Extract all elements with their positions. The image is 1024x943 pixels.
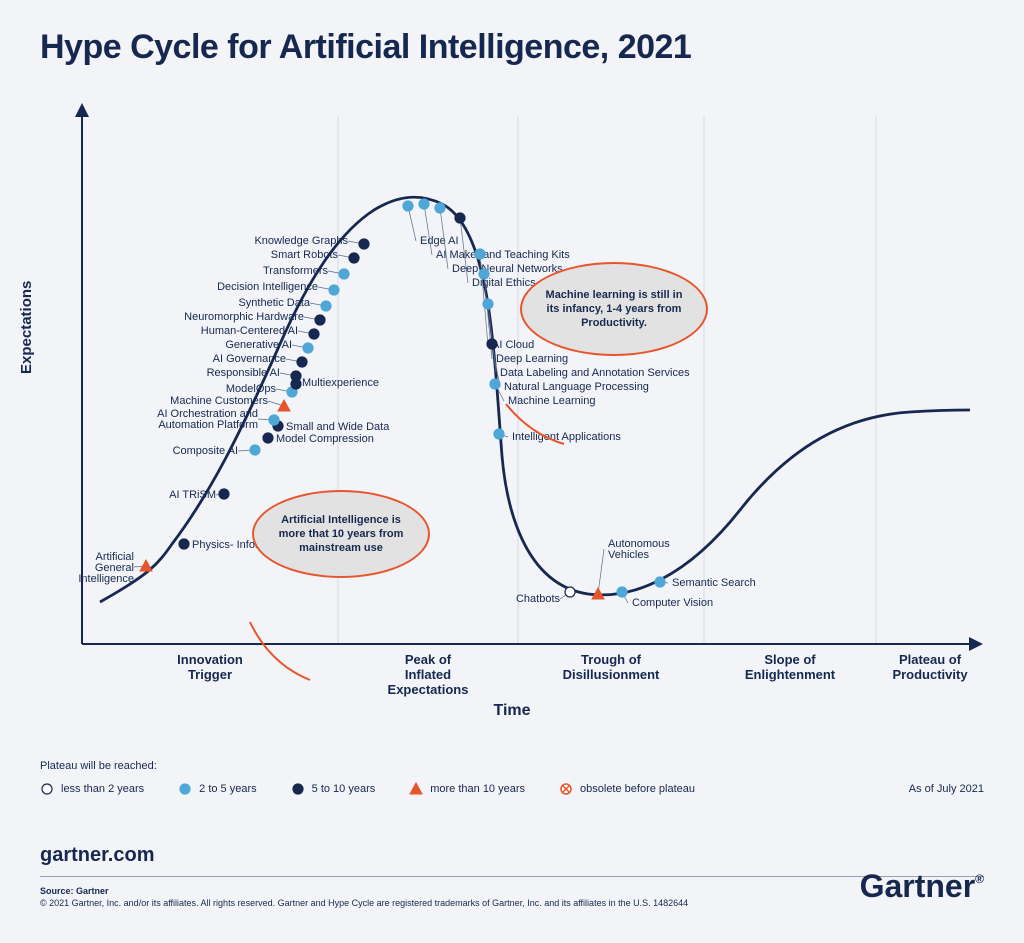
svg-text:Peak of: Peak of: [405, 652, 452, 667]
svg-text:Deep Learning: Deep Learning: [496, 353, 568, 365]
legend-item-less2: less than 2 years: [40, 782, 144, 796]
brand-text: Gartner: [860, 868, 976, 904]
callout-text: Machine learning is still in its infancy…: [544, 288, 684, 331]
source-line: Source: Gartner: [40, 886, 109, 896]
svg-text:Computer Vision: Computer Vision: [632, 597, 713, 609]
svg-text:Generative AI: Generative AI: [225, 339, 292, 351]
page: Hype Cycle for Artificial Intelligence, …: [0, 0, 1024, 943]
svg-text:Natural Language Processing: Natural Language Processing: [504, 381, 649, 393]
legend-label: 5 to 10 years: [312, 783, 376, 795]
svg-text:Disillusionment: Disillusionment: [563, 667, 660, 682]
callout-text: Artificial Intelligence is more that 10 …: [276, 513, 406, 556]
svg-text:Smart Robots: Smart Robots: [271, 249, 339, 261]
legend: Plateau will be reached: less than 2 yea…: [40, 760, 984, 796]
svg-text:Plateau of: Plateau of: [899, 652, 962, 667]
callout-ml-infancy: Machine learning is still in its infancy…: [520, 262, 708, 356]
copyright-line: © 2021 Gartner, Inc. and/or its affiliat…: [40, 898, 688, 908]
legend-item-y2_5: 2 to 5 years: [178, 782, 256, 796]
svg-text:Neuromorphic Hardware: Neuromorphic Hardware: [184, 311, 304, 323]
svg-text:Model Compression: Model Compression: [276, 433, 374, 445]
legend-title: Plateau will be reached:: [40, 760, 984, 772]
svg-text:Deep Neural Networks: Deep Neural Networks: [452, 263, 563, 275]
svg-text:Trough of: Trough of: [581, 652, 642, 667]
svg-text:Intelligent Applications: Intelligent Applications: [512, 431, 621, 443]
registered-mark: ®: [975, 872, 984, 886]
gartner-domain: gartner.com: [40, 844, 154, 867]
svg-text:Human-Centered AI: Human-Centered AI: [201, 325, 298, 337]
svg-text:Multiexperience: Multiexperience: [302, 377, 379, 389]
svg-text:Decision Intelligence: Decision Intelligence: [217, 281, 318, 293]
svg-text:Edge AI: Edge AI: [420, 235, 459, 247]
x-axis-label: Time: [493, 702, 530, 720]
svg-text:Synthetic Data: Synthetic Data: [238, 297, 310, 309]
chart-title: Hype Cycle for Artificial Intelligence, …: [40, 28, 691, 67]
svg-text:Expectations: Expectations: [388, 682, 469, 697]
footer-divider: [40, 876, 984, 877]
svg-text:Innovation: Innovation: [177, 652, 243, 667]
svg-text:Enlightenment: Enlightenment: [745, 667, 836, 682]
svg-text:Composite AI: Composite AI: [173, 445, 238, 457]
svg-text:AI Cloud: AI Cloud: [492, 339, 534, 351]
legend-item-y10p: more than 10 years: [409, 782, 525, 796]
callout-ai-10yr: Artificial Intelligence is more that 10 …: [252, 490, 430, 578]
svg-text:Chatbots: Chatbots: [516, 593, 561, 605]
svg-text:Inflated: Inflated: [405, 667, 451, 682]
legend-label: 2 to 5 years: [199, 783, 256, 795]
y-axis-label: Expectations: [18, 281, 35, 374]
svg-text:Machine Learning: Machine Learning: [508, 395, 595, 407]
gartner-brand: Gartner®: [860, 868, 984, 905]
hype-cycle-chart: Expectations InnovationTrigger Peak ofInf…: [40, 104, 984, 714]
svg-text:Transformers: Transformers: [263, 265, 328, 277]
legend-item-y5_10: 5 to 10 years: [291, 782, 376, 796]
legend-label: less than 2 years: [61, 783, 144, 795]
svg-text:AI Maker and Teaching Kits: AI Maker and Teaching Kits: [436, 249, 570, 261]
svg-text:Automation Platform: Automation Platform: [158, 419, 258, 431]
svg-text:Trigger: Trigger: [188, 667, 232, 682]
legend-asof: As of July 2021: [909, 783, 984, 795]
svg-text:AI Governance: AI Governance: [213, 353, 286, 365]
legend-row: less than 2 years 2 to 5 years 5 to 10 yea…: [40, 782, 984, 796]
svg-text:Knowledge Graphs: Knowledge Graphs: [254, 235, 348, 247]
svg-text:Intelligence: Intelligence: [78, 573, 134, 585]
svg-text:Machine Customers: Machine Customers: [170, 395, 268, 407]
svg-text:Small and Wide Data: Small and Wide Data: [286, 421, 390, 433]
svg-text:ModelOps: ModelOps: [226, 383, 277, 395]
svg-text:Slope of: Slope of: [764, 652, 816, 667]
svg-text:Data Labeling and Annotation S: Data Labeling and Annotation Services: [500, 367, 690, 379]
legend-label: more than 10 years: [430, 783, 525, 795]
svg-text:AI TRiSM: AI TRiSM: [169, 489, 216, 501]
svg-text:Productivity: Productivity: [892, 667, 968, 682]
svg-text:Vehicles: Vehicles: [608, 549, 649, 561]
svg-text:Semantic Search: Semantic Search: [672, 577, 756, 589]
legend-label: obsolete before plateau: [580, 783, 695, 795]
legend-item-obsolete: obsolete before plateau: [559, 782, 695, 796]
chart-svg: InnovationTrigger Peak ofInflatedExpectat…: [40, 104, 984, 714]
svg-text:Responsible AI: Responsible AI: [207, 367, 280, 379]
